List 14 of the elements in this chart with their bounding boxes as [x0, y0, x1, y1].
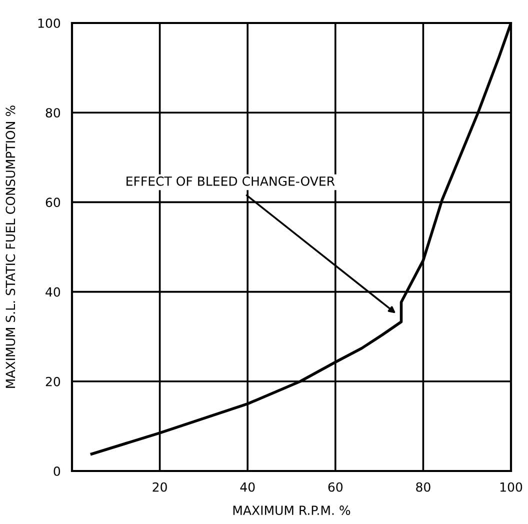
y-tick-label: 0: [54, 466, 60, 476]
x-tick-label: 60: [328, 482, 343, 492]
x-tick-label: 80: [416, 482, 430, 492]
y-tick-label: 40: [46, 287, 60, 297]
annotation: EFFECT OF BLEED CHANGE-OVER: [126, 176, 335, 186]
x-axis-title: MAXIMUM R.P.M. %: [233, 506, 350, 515]
y-tick-label: 60: [46, 198, 60, 208]
y-tick-label: 80: [46, 108, 60, 118]
x-tick-label: 20: [152, 482, 167, 492]
x-tick-label: 100: [500, 482, 522, 492]
y-axis-title: MAXIMUM S.L. STATIC FUEL CONSUMPTION %: [6, 106, 16, 388]
y-tick-label: 20: [46, 376, 60, 386]
y-tick-label: 100: [38, 18, 60, 28]
x-tick-label: 40: [240, 482, 255, 492]
